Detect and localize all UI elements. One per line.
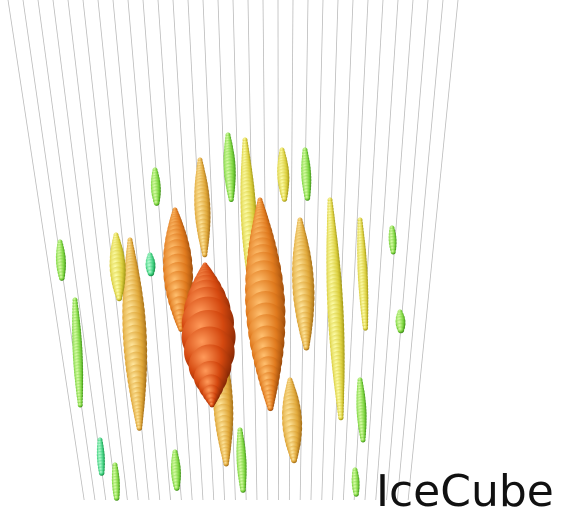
hit bbox=[391, 250, 396, 255]
hit bbox=[240, 487, 246, 493]
string bbox=[278, 0, 279, 500]
hit-spheres bbox=[56, 133, 406, 501]
hit bbox=[229, 197, 234, 202]
hit bbox=[78, 403, 83, 408]
hit bbox=[305, 195, 311, 201]
hit bbox=[202, 252, 207, 257]
string bbox=[8, 0, 84, 500]
hit bbox=[354, 491, 359, 496]
hit bbox=[209, 402, 214, 407]
label: IceCube bbox=[376, 466, 554, 508]
hit bbox=[114, 495, 120, 501]
hit bbox=[99, 470, 105, 476]
hit bbox=[398, 327, 405, 334]
hit bbox=[338, 415, 343, 420]
hit bbox=[148, 270, 155, 277]
hit bbox=[267, 405, 273, 411]
page: IceCube (() => { const data = JSON.parse… bbox=[0, 0, 570, 508]
hit bbox=[282, 196, 287, 201]
string bbox=[38, 0, 106, 500]
hit bbox=[303, 344, 309, 350]
hit bbox=[59, 275, 65, 281]
string bbox=[408, 0, 458, 500]
string bbox=[188, 0, 214, 500]
string bbox=[311, 0, 323, 500]
string bbox=[397, 0, 443, 500]
hit bbox=[291, 457, 297, 463]
hit bbox=[223, 461, 228, 466]
event-display: IceCube bbox=[0, 0, 570, 508]
hit bbox=[361, 438, 366, 443]
hit bbox=[154, 200, 160, 206]
hit bbox=[137, 425, 143, 431]
hit bbox=[174, 485, 180, 491]
hit bbox=[116, 295, 122, 301]
hit bbox=[363, 325, 368, 330]
